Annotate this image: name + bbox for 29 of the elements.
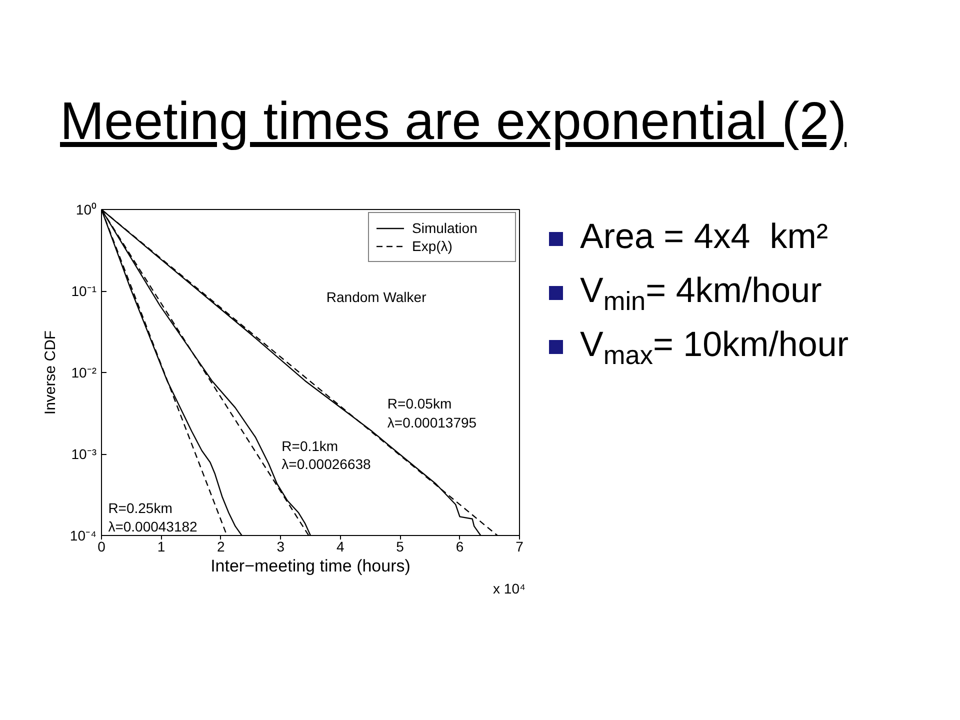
annotation: λ=0.00043182 — [108, 518, 198, 534]
annotation: λ=0.00026638 — [282, 456, 372, 472]
x-tick-label: 3 — [276, 538, 285, 554]
y-tick-label: 10⁻⁴ — [70, 528, 97, 544]
y-tick-label: 10⁻³ — [71, 446, 97, 462]
x-tick-label: 5 — [396, 538, 404, 554]
x-axis-title: Inter−meeting time (hours) — [210, 556, 410, 576]
annotation: Random Walker — [326, 289, 427, 306]
legend-label: Exp(λ) — [412, 238, 454, 254]
text: x 10⁴ — [493, 580, 526, 596]
annotation: R=0.1km — [282, 438, 338, 454]
y-tick-label: 10⁰ — [76, 202, 97, 218]
y-axis-title: Inverse CDF — [42, 330, 59, 415]
y-tick-label: 10⁻¹ — [71, 283, 97, 299]
x-tick-label: 1 — [157, 538, 166, 554]
text: Area = 4x4 km² — [580, 217, 828, 256]
x-tick-label: 4 — [336, 538, 344, 554]
annotation: R=0.25km — [108, 500, 172, 516]
annotation: λ=0.00013795 — [387, 414, 477, 430]
x-tick-label: 0 — [98, 538, 106, 554]
y-tick-label: 10⁻² — [71, 364, 97, 380]
x-tick-label: 7 — [516, 538, 524, 554]
x-tick-label: 2 — [217, 538, 226, 554]
annotation: R=0.05km — [387, 395, 452, 412]
legend-label: Simulation — [412, 220, 478, 236]
x-tick-label: 6 — [456, 538, 464, 554]
text: V$_{max}$= 10km/hour — [580, 325, 848, 370]
chart-title: Meeting times are exponential (2) — [59, 91, 847, 153]
text: V$_{min}$= 4km/hour — [580, 271, 822, 316]
